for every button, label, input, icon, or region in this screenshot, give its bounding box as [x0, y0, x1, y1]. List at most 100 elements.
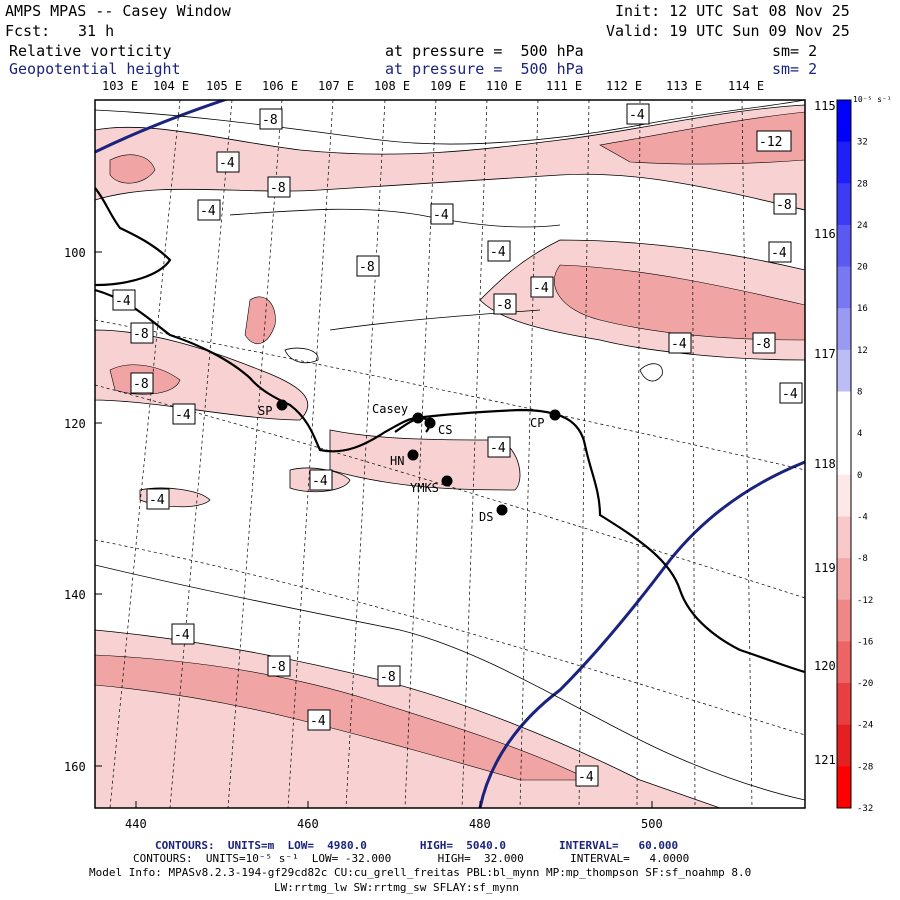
colorbar-segment [837, 683, 851, 726]
top-lon-label: 109 E [430, 79, 466, 93]
footer-height-contours: CONTOURS: UNITS=m LOW= 4980.0 HIGH= 5040… [155, 839, 679, 852]
station-cs-label: CS [438, 423, 452, 437]
top-lon-label: 104 E [153, 79, 189, 93]
contour-label: -4 [629, 108, 645, 123]
station-casey-label: Casey [372, 402, 408, 416]
plot-frame [94, 99, 806, 809]
window-title: AMPS MPAS -- Casey Window [5, 2, 231, 20]
colorbar-segment [837, 391, 851, 434]
colorbar-segment [837, 433, 851, 476]
contour-label: -8 [133, 327, 149, 342]
contour-label: -4 [533, 281, 549, 296]
contour-label: -8 [270, 181, 286, 196]
top-lon-label: 114 E [728, 79, 764, 93]
top-lon-labels: 103 E 104 E 105 E 106 E 107 E 108 E 109 … [102, 79, 764, 93]
contour-label: -8 [380, 670, 396, 685]
station-ds-dot [496, 504, 508, 516]
colorbar-segment [837, 266, 851, 309]
contour-label: -4 [312, 474, 328, 489]
colorbar-label: -32 [857, 804, 873, 814]
contour-label: -4 [175, 408, 191, 423]
map-plot-area: SP Casey CS CP HN YMKS DS - [95, 100, 805, 808]
contour-label: -4 [310, 714, 326, 729]
field1-name: Relative vorticity [9, 42, 172, 60]
colorbar-segment [837, 349, 851, 393]
colorbar-label: 12 [857, 346, 868, 356]
contour-label: -8 [755, 337, 771, 352]
top-lon-label: 106 E [262, 79, 298, 93]
colorbar-label: -4 [857, 512, 868, 522]
colorbar-label: -16 [857, 637, 873, 647]
contour-label-texts: -8 -4 -8 -4 -4 -12 -8 -8 -4 -4 -8 -4 -4 … [115, 108, 798, 785]
colorbar-label: 16 [857, 304, 868, 314]
contour-label: -8 [776, 198, 792, 213]
colorbar-segment [837, 308, 851, 351]
top-lon-label: 110 E [486, 79, 522, 93]
left-axis-label: 160 [64, 760, 86, 774]
footer-model-info-2: LW:rrtmg_lw SW:rrtmg_sw SFLAY:sf_mynn [274, 881, 520, 894]
contour-label: -4 [174, 628, 190, 643]
station-sp-dot [276, 399, 288, 411]
contour-label: -4 [671, 337, 687, 352]
colorbar-label: 8 [857, 388, 862, 398]
contour-label: -8 [359, 260, 375, 275]
station-sp-label: SP [258, 404, 272, 418]
contour-label: -4 [115, 294, 131, 309]
contour-label-boxes [112, 103, 803, 787]
station-ds-label: DS [479, 510, 493, 524]
graticule [95, 100, 805, 808]
contour-label: -8 [270, 660, 286, 675]
contour-label: -4 [200, 204, 216, 219]
field1-smoothing: sm= 2 [772, 42, 818, 60]
colorbar-label: -20 [857, 679, 873, 689]
colorbar-unit: 10⁻⁵ s⁻¹ [853, 95, 892, 104]
top-lon-label: 111 E [546, 79, 582, 93]
contour-label: -4 [219, 156, 235, 171]
field2-smoothing: sm= 2 [772, 60, 818, 78]
colorbar-segment [837, 474, 851, 517]
colorbar-segment [837, 766, 851, 809]
colorbar-label: -28 [857, 762, 873, 772]
field1-pressure: at pressure = 500 hPa [385, 42, 584, 60]
colorbar-label: 24 [857, 221, 868, 231]
top-lon-label: 103 E [102, 79, 138, 93]
contour-label: -8 [496, 298, 512, 313]
contour-label: -4 [490, 441, 506, 456]
station-cp-label: CP [530, 416, 544, 430]
footer-model-info: Model Info: MPASv8.2.3-194-gf29cd82c CU:… [89, 866, 752, 879]
colorbar-segment [837, 516, 851, 559]
left-axis-label: 100 [64, 246, 86, 260]
top-lon-label: 112 E [606, 79, 642, 93]
bottom-axis-label: 480 [469, 817, 491, 831]
bottom-axis-label: 460 [297, 817, 319, 831]
bottom-axis-label: 500 [641, 817, 663, 831]
contour-label: -4 [771, 246, 787, 261]
colorbar-label: 20 [857, 263, 868, 273]
station-hn-dot [407, 449, 419, 461]
forecast-label: Fcst: [5, 22, 51, 40]
contour-label: -4 [433, 208, 449, 223]
colorbar-frame [836, 99, 852, 809]
valid-time: Valid: 19 UTC Sun 09 Nov 25 [606, 22, 850, 40]
field2-name: Geopotential height [9, 60, 181, 78]
init-time: Init: 12 UTC Sat 08 Nov 25 [615, 2, 850, 20]
colorbar-label: -12 [857, 596, 873, 606]
colorbar: 32 28 24 20 16 12 8 4 0 -4 -8 -12 -16 -20 -24 -28 -32 [836, 99, 873, 814]
top-lon-label: 108 E [374, 79, 410, 93]
bottom-axis: 440 460 480 500 [125, 801, 663, 831]
vorticity-shading-strong [95, 111, 805, 781]
left-axis-label: 120 [64, 417, 86, 431]
colorbar-segment [837, 100, 851, 143]
contour-label: -4 [578, 770, 594, 785]
contour-label: -4 [782, 387, 798, 402]
colorbar-segment [837, 641, 851, 684]
station-markers [276, 399, 561, 516]
station-ymks-dot [441, 475, 453, 487]
station-hn-label: HN [390, 454, 404, 468]
colorbar-label: -8 [857, 554, 868, 564]
top-lon-label: 107 E [318, 79, 354, 93]
colorbar-segment [837, 224, 851, 268]
colorbar-segment [837, 141, 851, 184]
field2-pressure: at pressure = 500 hPa [385, 60, 584, 78]
